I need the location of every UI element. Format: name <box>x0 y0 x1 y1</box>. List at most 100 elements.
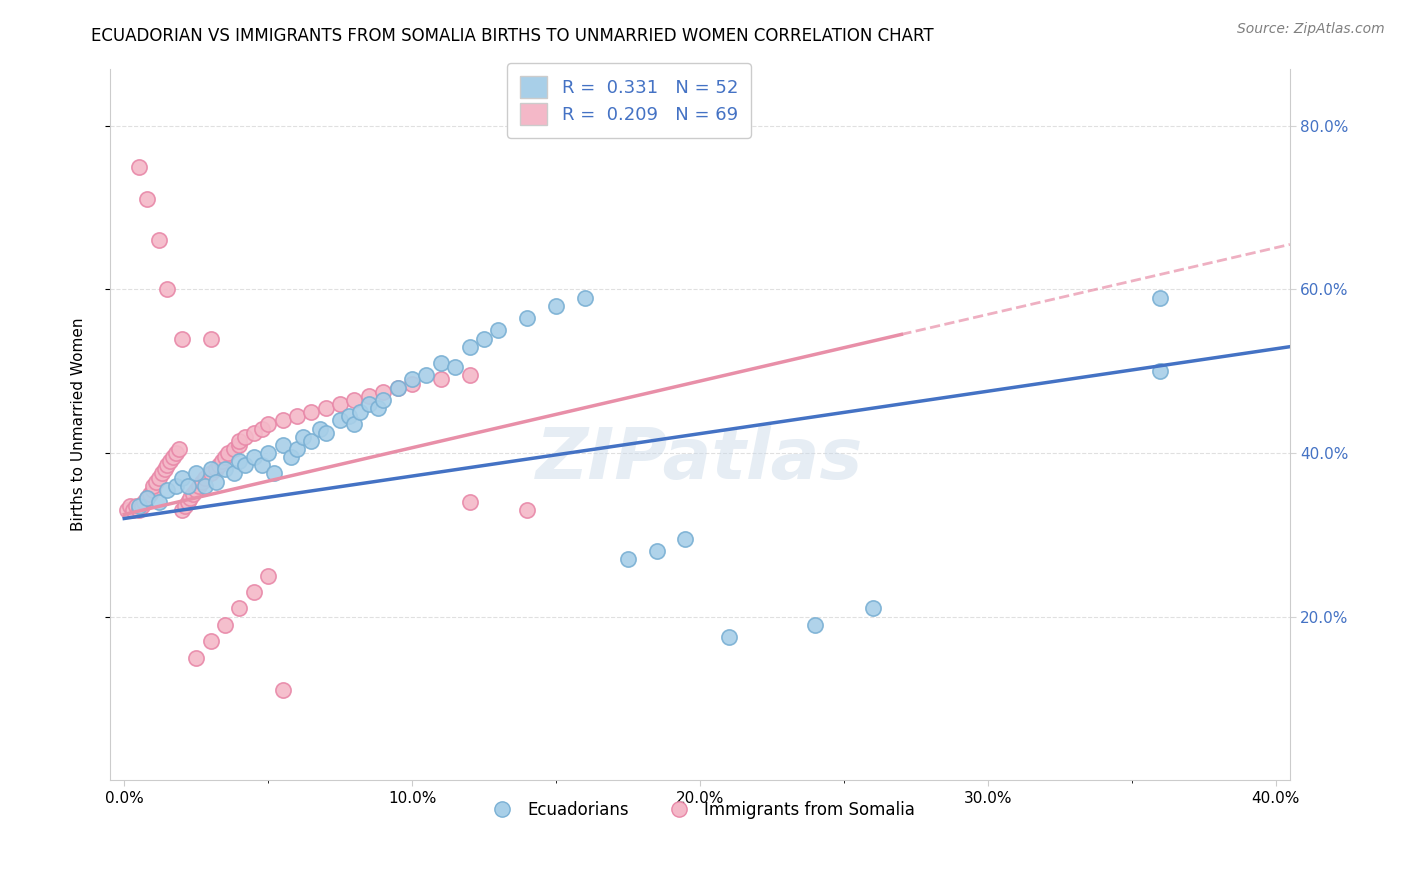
Point <box>271 438 294 452</box>
Point <box>122 503 145 517</box>
Point <box>148 233 170 247</box>
Point <box>170 503 193 517</box>
Point <box>170 331 193 345</box>
Point <box>862 601 884 615</box>
Point <box>142 479 165 493</box>
Point <box>134 495 156 509</box>
Point <box>458 368 481 383</box>
Point <box>214 462 236 476</box>
Point <box>717 630 740 644</box>
Point <box>367 401 389 415</box>
Point <box>194 479 217 493</box>
Point <box>128 503 150 517</box>
Point <box>415 368 437 383</box>
Point <box>329 397 352 411</box>
Point <box>430 372 453 386</box>
Point <box>170 470 193 484</box>
Point <box>136 193 159 207</box>
Point <box>309 421 332 435</box>
Point <box>329 413 352 427</box>
Point <box>1149 291 1171 305</box>
Point <box>285 442 308 456</box>
Point <box>252 421 274 435</box>
Text: ZIPatlas: ZIPatlas <box>536 425 863 494</box>
Point <box>271 683 294 698</box>
Legend: Ecuadorians, Immigrants from Somalia: Ecuadorians, Immigrants from Somalia <box>478 794 921 825</box>
Point <box>257 568 280 582</box>
Point <box>222 467 245 481</box>
Point <box>617 552 640 566</box>
Point <box>156 483 179 497</box>
Point <box>179 491 201 505</box>
Point <box>159 454 181 468</box>
Point <box>118 500 141 514</box>
Point <box>291 430 314 444</box>
Point <box>401 372 423 386</box>
Point <box>516 311 538 326</box>
Point <box>228 434 250 448</box>
Point <box>156 458 179 473</box>
Point <box>191 475 214 489</box>
Point <box>233 430 256 444</box>
Point <box>211 454 233 468</box>
Point <box>148 495 170 509</box>
Point <box>150 467 173 481</box>
Point <box>194 470 217 484</box>
Point <box>357 389 380 403</box>
Point <box>176 495 198 509</box>
Y-axis label: Births to Unmarried Women: Births to Unmarried Women <box>72 318 86 531</box>
Point <box>257 446 280 460</box>
Point <box>228 601 250 615</box>
Point <box>136 491 159 505</box>
Point <box>401 376 423 391</box>
Point <box>228 454 250 468</box>
Point <box>128 500 150 514</box>
Point <box>804 618 827 632</box>
Point <box>156 282 179 296</box>
Point <box>142 483 165 497</box>
Point <box>186 650 208 665</box>
Point <box>139 487 162 501</box>
Point <box>214 618 236 632</box>
Point <box>343 417 366 432</box>
Point <box>200 331 222 345</box>
Point <box>645 544 668 558</box>
Point <box>228 438 250 452</box>
Point <box>115 503 138 517</box>
Point <box>373 392 395 407</box>
Point <box>285 409 308 424</box>
Point <box>208 458 231 473</box>
Point <box>343 392 366 407</box>
Point <box>357 397 380 411</box>
Point <box>472 331 495 345</box>
Point <box>200 467 222 481</box>
Point <box>373 384 395 399</box>
Point <box>486 323 509 337</box>
Point <box>430 356 453 370</box>
Point <box>200 462 222 476</box>
Point <box>337 409 360 424</box>
Point <box>233 458 256 473</box>
Point <box>131 500 153 514</box>
Point <box>271 413 294 427</box>
Point <box>205 462 228 476</box>
Point <box>252 458 274 473</box>
Point <box>544 299 567 313</box>
Point <box>176 479 198 493</box>
Point <box>167 442 190 456</box>
Point <box>242 450 264 464</box>
Point <box>173 500 195 514</box>
Point <box>458 495 481 509</box>
Point <box>299 434 322 448</box>
Point <box>242 425 264 440</box>
Text: Source: ZipAtlas.com: Source: ZipAtlas.com <box>1237 22 1385 37</box>
Point <box>242 585 264 599</box>
Point <box>186 483 208 497</box>
Point <box>125 500 148 514</box>
Point <box>349 405 371 419</box>
Point <box>145 475 167 489</box>
Point <box>128 160 150 174</box>
Point <box>188 479 211 493</box>
Point <box>1149 364 1171 378</box>
Point <box>315 401 337 415</box>
